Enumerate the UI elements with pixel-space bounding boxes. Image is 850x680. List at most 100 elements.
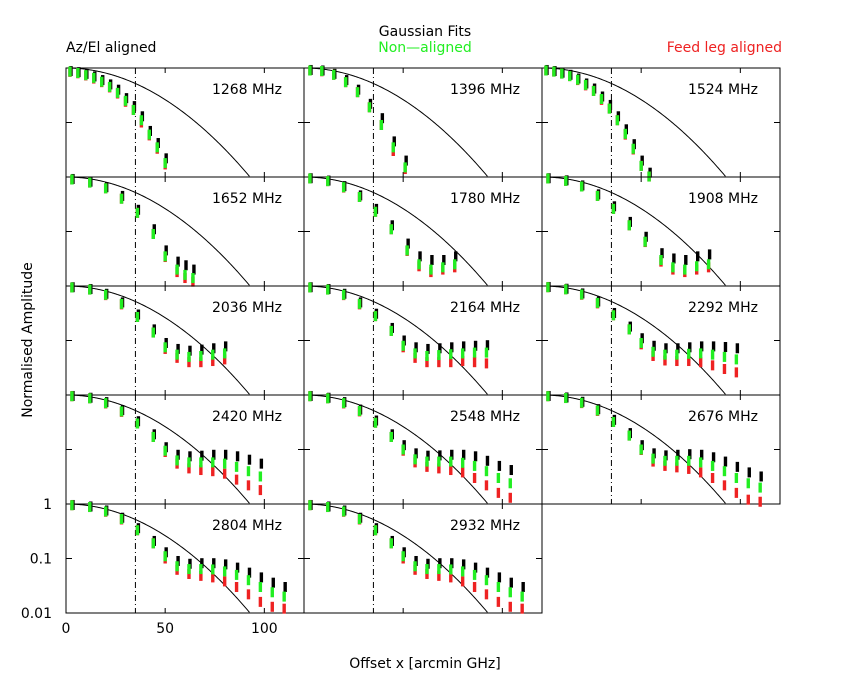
data-point-green: [611, 416, 616, 427]
panel-frequency-label: 2036 MHz: [212, 300, 282, 316]
data-point-green: [151, 228, 155, 239]
data-point-green: [627, 324, 631, 335]
data-point-red: [472, 357, 477, 368]
data-point-black: [450, 449, 454, 460]
data-point-green: [199, 350, 203, 361]
data-point-black: [223, 449, 228, 460]
data-point-black: [473, 451, 478, 462]
data-point-green: [401, 340, 405, 351]
data-point-green: [449, 349, 453, 360]
panel-frequency-label: 2932 MHz: [450, 518, 520, 534]
data-point-green: [623, 128, 627, 139]
data-point-green: [70, 500, 74, 511]
data-point-black: [406, 238, 410, 249]
data-point-black: [184, 260, 188, 271]
data-point-green: [107, 81, 112, 92]
data-point-black: [200, 450, 204, 461]
data-point-black: [188, 451, 192, 462]
data-point-red: [187, 357, 191, 368]
data-point-green: [151, 538, 155, 549]
data-point-green: [222, 458, 227, 469]
data-point-green: [151, 431, 155, 442]
data-point-green: [357, 191, 362, 202]
data-point-green: [706, 259, 711, 270]
data-point-green: [389, 224, 393, 235]
data-point-green: [675, 455, 679, 466]
data-point-green: [639, 337, 643, 348]
data-point-black: [271, 577, 275, 588]
data-point-green: [103, 506, 108, 517]
data-point-green: [651, 453, 655, 464]
data-point-green: [595, 190, 600, 201]
gaussian-fit-curve: [66, 394, 250, 504]
data-point-black: [235, 451, 240, 462]
data-point-green: [546, 391, 550, 402]
data-point-green: [659, 255, 663, 265]
data-point-black: [684, 255, 688, 265]
data-point-green: [135, 418, 140, 429]
data-point-green: [308, 282, 312, 293]
data-point-green: [246, 466, 251, 477]
data-point-green: [698, 457, 703, 468]
data-point-green: [413, 348, 417, 359]
data-point-green: [675, 349, 679, 360]
data-point-green: [496, 473, 501, 483]
data-point-green: [357, 405, 362, 416]
data-point-black: [676, 449, 680, 460]
data-point-black: [438, 343, 442, 354]
data-point-red: [460, 576, 465, 587]
data-point-black: [485, 567, 490, 578]
data-point-black: [402, 335, 406, 346]
data-point-green: [123, 95, 128, 106]
y-tick-label: 0.1: [30, 552, 52, 568]
panel-12: 2804 MHz: [65, 499, 305, 614]
data-point-green: [119, 406, 124, 417]
data-point-red: [199, 570, 203, 581]
data-point-black: [259, 572, 264, 583]
data-point-green: [379, 119, 384, 130]
x-tick-label: 0: [62, 621, 71, 637]
data-point-black: [747, 467, 751, 478]
gaussian-fit-curve: [304, 285, 488, 395]
data-point-black: [442, 255, 446, 265]
data-point-red: [234, 474, 239, 485]
data-point-green: [246, 575, 251, 586]
data-point-green: [710, 460, 715, 471]
data-point-red: [222, 354, 227, 365]
data-point-black: [485, 340, 490, 351]
data-point-green: [639, 160, 643, 171]
panel-frequency-label: 2164 MHz: [450, 300, 520, 316]
data-point-red: [425, 461, 429, 472]
data-point-black: [426, 343, 430, 354]
gaussian-fit-curve: [542, 67, 726, 177]
x-tick-labels: 0 50 100: [62, 621, 278, 637]
data-point-green: [520, 591, 524, 602]
data-point-green: [472, 347, 477, 358]
data-point-green: [199, 564, 203, 575]
data-point-green: [341, 289, 346, 300]
data-point-black: [418, 251, 422, 262]
data-point-black: [497, 460, 502, 471]
data-point-green: [100, 76, 104, 87]
data-point-black: [283, 582, 287, 592]
data-point-green: [734, 354, 739, 365]
data-point-black: [235, 562, 240, 573]
gaussian-fit-curve: [66, 285, 250, 395]
data-point-green: [449, 456, 453, 467]
data-point-black: [392, 136, 396, 147]
data-point-green: [599, 93, 604, 104]
data-point-green: [183, 269, 187, 280]
data-point-green: [484, 347, 489, 358]
data-point-black: [461, 559, 466, 570]
panel-frequency-label: 2548 MHz: [450, 409, 520, 425]
panel-13: 2932 MHz: [303, 499, 543, 614]
panel-7: 2164 MHz: [303, 282, 543, 396]
data-point-green: [119, 298, 124, 309]
data-point-green: [579, 397, 584, 408]
data-point-green: [258, 582, 263, 592]
data-point-black: [212, 343, 216, 354]
panel-frequency-label: 1396 MHz: [450, 82, 520, 98]
data-point-red: [222, 576, 227, 587]
data-point-green: [401, 444, 405, 455]
data-point-green: [746, 478, 750, 489]
